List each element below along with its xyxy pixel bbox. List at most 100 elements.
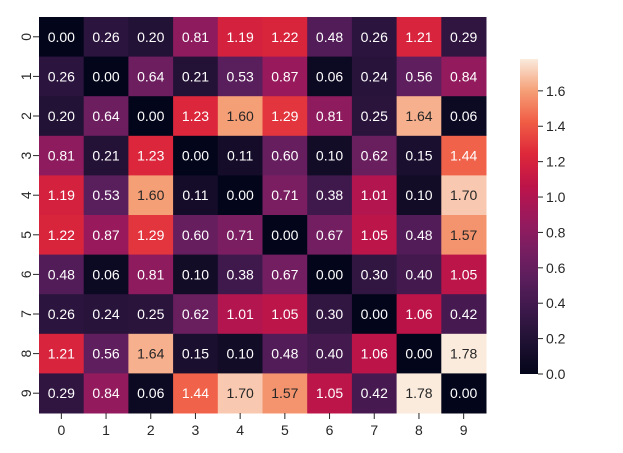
heatmap-cell-0-4 [217,17,263,58]
cell-value-0-5: 1.22 [271,29,298,45]
cell-value-5-5: 0.00 [271,227,298,243]
heatmap-cell-8-6 [307,333,353,374]
x-axis-ticks: 0 1 2 3 4 5 6 7 8 9 [57,413,468,438]
x-tick-label-4: 4 [236,422,244,438]
cell-value-9-4: 1.70 [227,385,254,401]
cell-value-9-1: 0.84 [92,385,119,401]
cell-value-5-4: 0.71 [227,227,254,243]
cell-value-4-0: 1.19 [48,187,75,203]
heatmap-cell-1-3 [173,56,219,97]
y-tick-label-3: 3 [18,151,34,159]
heatmap-cell-7-5 [262,294,308,335]
cell-value-9-7: 0.42 [361,385,388,401]
cell-value-7-3: 0.62 [182,306,209,322]
heatmap-cell-1-8 [396,56,442,97]
heatmap-cell-8-2 [128,333,174,374]
cell-value-5-9: 1.57 [450,227,477,243]
x-tick-label-8: 8 [415,422,423,438]
heatmap-cell-1-7 [351,56,398,97]
heatmap-cell-5-0 [39,215,85,256]
colorbar-tick-label-3: 0.6 [546,260,566,276]
heatmap-cell-0-2 [128,17,174,58]
heatmap-cell-7-1 [83,294,129,335]
cell-value-4-7: 1.01 [361,187,388,203]
cell-value-9-8: 1.78 [405,385,432,401]
cell-value-1-7: 0.24 [361,68,388,84]
heatmap-cell-9-8 [396,373,442,414]
heatmap-cell-7-0 [39,294,85,335]
cell-value-1-4: 0.53 [227,68,254,84]
heatmap-cell-6-9 [441,254,487,295]
heatmap-cell-4-9 [441,175,487,216]
cell-value-1-3: 0.21 [182,68,209,84]
cell-value-1-8: 0.56 [405,68,432,84]
cell-value-5-2: 1.29 [137,227,164,243]
cell-value-6-2: 0.81 [137,266,164,282]
heatmap-cell-8-1 [83,333,129,374]
cell-value-7-1: 0.24 [92,306,119,322]
cell-value-4-3: 0.11 [182,187,208,203]
cell-value-5-7: 1.05 [361,227,388,243]
heatmap-cell-2-3 [173,96,219,137]
y-tick-label-8: 8 [18,349,34,357]
cell-value-3-8: 0.15 [405,148,432,164]
x-tick-label-2: 2 [147,422,155,438]
heatmap-cell-5-8 [396,215,442,256]
heatmap-cell-4-0 [39,175,85,216]
heatmap-cell-9-5 [262,373,308,414]
cell-value-4-1: 0.53 [92,187,119,203]
heatmap-cell-7-7 [351,294,398,335]
cell-value-3-0: 0.81 [48,148,75,164]
cell-value-0-8: 1.21 [405,29,432,45]
cell-value-6-9: 1.05 [450,266,477,282]
cell-value-4-8: 0.10 [405,187,432,203]
cell-value-1-2: 0.64 [137,68,164,84]
heatmap-cell-5-9 [441,215,487,256]
cell-value-2-6: 0.81 [316,108,343,124]
heatmap-cell-5-1 [83,215,129,256]
heatmap-cell-7-3 [173,294,219,335]
cell-value-9-2: 0.06 [137,385,164,401]
y-tick-label-6: 6 [18,270,34,278]
x-tick-label-3: 3 [192,422,200,438]
heatmap-cell-3-2 [128,135,174,176]
x-tick-label-9: 9 [460,422,468,438]
heatmap-cell-6-7 [351,254,398,295]
heatmap-cell-8-5 [262,333,308,374]
cell-value-7-8: 1.06 [405,306,432,322]
y-tick-label-4: 4 [18,191,34,199]
heatmap-cell-4-2 [128,175,174,216]
cell-value-2-7: 0.25 [361,108,388,124]
heatmap-cell-5-3 [173,215,219,256]
cell-value-1-6: 0.06 [316,68,343,84]
heatmap-cell-2-2 [128,96,174,137]
colorbar-tick-label-5: 1.0 [546,189,566,205]
heatmap-cell-3-7 [351,135,398,176]
heatmap-cell-2-5 [262,96,308,137]
heatmap-cell-0-1 [83,17,129,58]
heatmap-cell-8-7 [351,333,398,374]
heatmap-cell-0-7 [351,17,398,58]
cell-value-6-1: 0.06 [92,266,119,282]
heatmap-cell-6-2 [128,254,174,295]
x-tick-label-5: 5 [281,422,289,438]
y-tick-label-1: 1 [18,72,34,80]
cell-value-6-7: 0.30 [361,266,388,282]
heatmap-cell-3-1 [83,135,129,176]
heatmap-cell-1-0 [39,56,85,97]
cell-value-4-5: 0.71 [271,187,298,203]
cell-value-3-6: 0.10 [316,148,343,164]
colorbar-tick-label-8: 1.6 [546,83,566,99]
heatmap-cells [39,17,487,414]
cell-value-9-6: 1.05 [316,385,343,401]
heatmap-cell-4-8 [396,175,442,216]
cell-value-labels: 0.00 0.26 0.20 0.81 1.19 1.22 0.48 0.26 1.21 0.29… [48,29,478,401]
cell-value-0-7: 0.26 [361,29,388,45]
heatmap-cell-6-4 [217,254,263,295]
colorbar-tick-label-0: 0.0 [546,366,566,382]
cell-value-9-3: 1.44 [182,385,209,401]
heatmap-cell-7-9 [441,294,487,335]
heatmap-cell-3-5 [262,135,308,176]
heatmap-cell-2-1 [83,96,129,137]
